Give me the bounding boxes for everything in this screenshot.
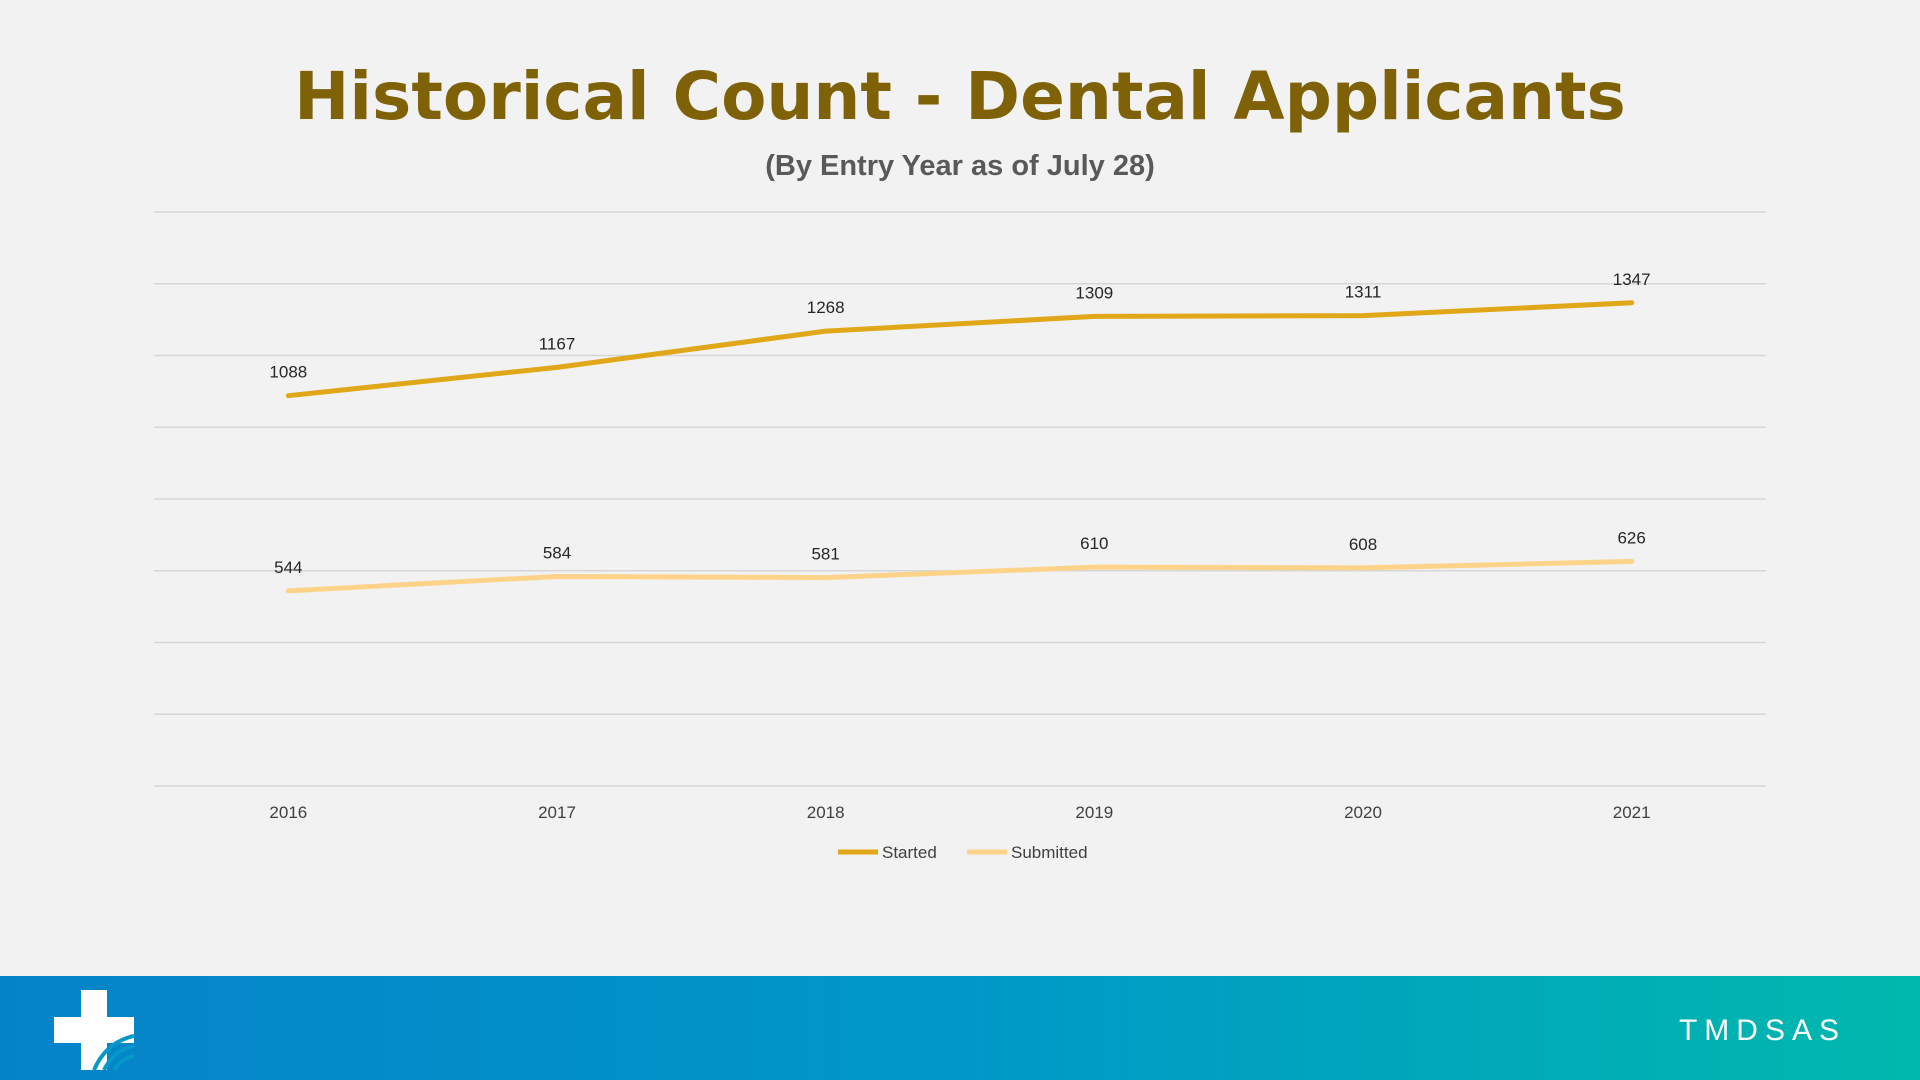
data-label: 1347 <box>1613 270 1651 289</box>
x-tick-label: 2018 <box>807 803 845 822</box>
series-line-submitted <box>285 558 1635 594</box>
series-lines <box>285 300 1635 594</box>
data-label: 581 <box>811 545 839 564</box>
data-label: 1311 <box>1345 283 1382 302</box>
x-tick-label: 2021 <box>1613 803 1651 822</box>
data-label: 584 <box>543 543 571 562</box>
data-label: 544 <box>274 558 302 577</box>
chart-title: Historical Count - Dental Applicants <box>294 58 1626 135</box>
x-tick-label: 2017 <box>538 803 576 822</box>
line-chart: 1088 1167 1268 1309 1311 1347 544 584 581 610 608 6… <box>154 211 1766 862</box>
x-tick-label: 2020 <box>1344 803 1382 822</box>
brand-name: TMDSAS <box>1678 1014 1846 1047</box>
medical-cross-icon <box>54 990 134 1070</box>
x-tick-label: 2016 <box>269 803 307 822</box>
data-label: 610 <box>1080 534 1108 553</box>
gridlines <box>154 211 1766 787</box>
legend-label: Submitted <box>1011 843 1088 862</box>
legend: Started Submitted <box>838 843 1088 862</box>
data-label: 608 <box>1349 535 1377 554</box>
legend-label: Started <box>882 843 937 862</box>
x-axis-ticks: 2016 2017 2018 2019 2020 2021 <box>269 803 1650 822</box>
x-tick-label: 2019 <box>1075 803 1113 822</box>
data-label: 626 <box>1617 528 1645 547</box>
chart-subtitle: (By Entry Year as of July 28) <box>765 150 1155 182</box>
data-labels: 1088 1167 1268 1309 1311 1347 544 584 581 610 608 6… <box>269 270 1650 577</box>
data-label: 1268 <box>807 298 845 317</box>
footer-bar: TMDSAS <box>0 976 1920 1080</box>
data-label: 1167 <box>539 334 576 353</box>
data-label: 1309 <box>1075 283 1113 302</box>
data-label: 1088 <box>269 363 307 382</box>
series-line-started <box>285 300 1635 399</box>
